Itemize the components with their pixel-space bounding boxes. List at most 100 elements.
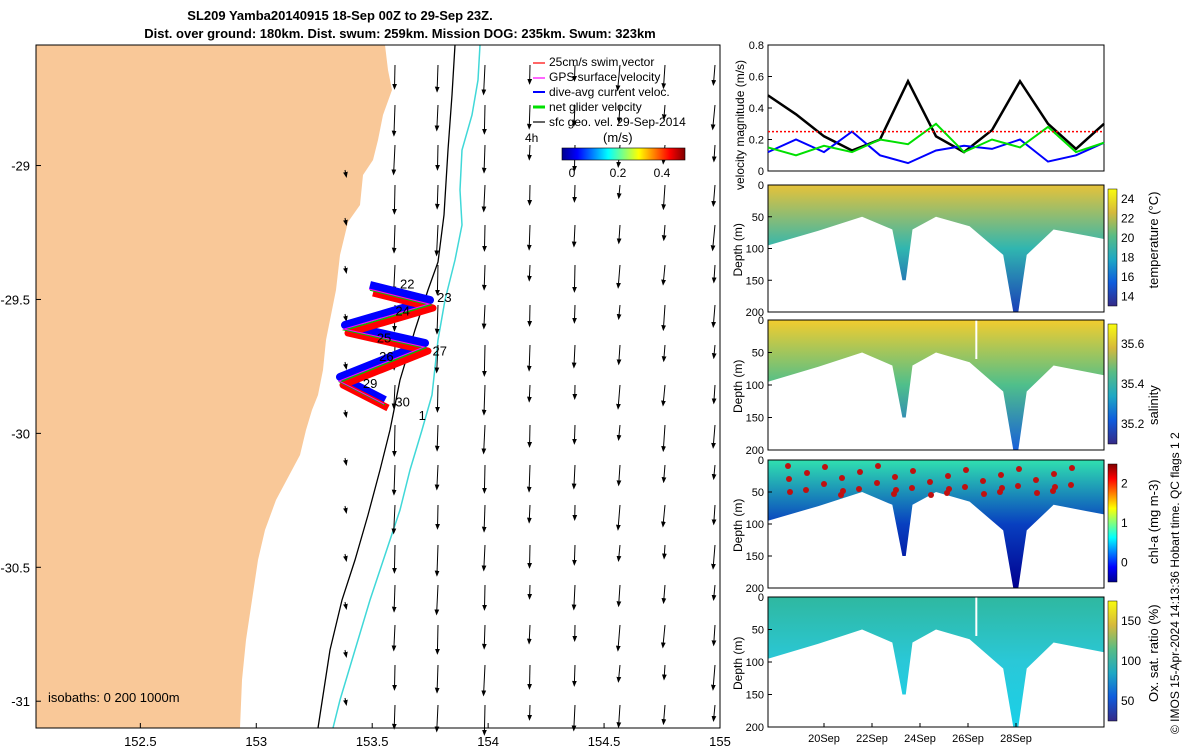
geo-velocity-vector xyxy=(616,104,622,124)
geo-velocity-vector xyxy=(616,664,622,683)
day-label: 30 xyxy=(395,395,409,410)
section-ytick-label: 200 xyxy=(746,583,764,595)
geo-velocity-vector xyxy=(434,304,440,335)
geo-velocity-vector xyxy=(435,264,440,296)
chl-hotspot xyxy=(927,479,933,485)
geo-velocity-vector xyxy=(711,184,717,208)
chl-hotspot xyxy=(963,467,969,473)
section-xtick-label: 28Sep xyxy=(1000,733,1032,745)
section-xtick-label: 22Sep xyxy=(856,733,888,745)
geo-velocity-vector xyxy=(711,464,717,481)
chl-hotspot xyxy=(857,469,863,475)
geo-velocity-vector xyxy=(661,224,667,242)
chl-hotspot xyxy=(909,485,915,491)
geo-velocity-vector xyxy=(435,384,440,413)
geo-velocity-vector xyxy=(661,664,667,681)
chl-hotspot xyxy=(893,487,899,493)
colorbar-tick-label: 14 xyxy=(1121,289,1135,303)
geo-velocity-vector xyxy=(661,464,667,484)
chl-hotspot xyxy=(999,485,1005,491)
geo-velocity-vector xyxy=(481,424,487,455)
sfc-geo-velocity-vectors xyxy=(343,64,717,736)
geo-velocity-vector xyxy=(710,664,716,691)
section-ylabel: Depth (m) xyxy=(731,499,745,552)
geo-velocity-vector xyxy=(710,224,716,252)
geo-velocity-vector xyxy=(481,304,487,330)
chl-hotspot xyxy=(786,476,792,482)
day-label: 26 xyxy=(379,349,393,364)
geo-velocity-vector xyxy=(572,184,577,203)
map-axis-ticks: 152.5 153 153.5 154 154.5 155 -29 -29.5 -30 -30.5… xyxy=(0,159,730,749)
day-label: 29 xyxy=(363,376,377,391)
geo-velocity-vector xyxy=(661,704,667,726)
geo-velocity-vector xyxy=(391,464,397,496)
chl-hotspot xyxy=(1052,484,1058,490)
section-xticks: 20Sep 22Sep 24Sep 26Sep 28Sep xyxy=(808,723,1032,745)
geo-velocity-vector xyxy=(481,544,487,572)
geo-velocity-vector xyxy=(434,184,440,210)
geo-velocity-vector xyxy=(343,361,348,370)
map-xtick-label: 155 xyxy=(709,734,731,749)
geo-velocity-vector xyxy=(526,464,532,493)
map-legend: 25cm/s swim vector GPS surface velocity … xyxy=(525,55,686,180)
geo-velocity-vector xyxy=(434,704,440,733)
section-field xyxy=(768,320,1104,450)
section-ytick-label: 50 xyxy=(752,348,764,360)
geo-velocity-vector xyxy=(392,184,397,215)
geo-velocity-vector xyxy=(481,144,487,174)
geo-velocity-vector xyxy=(481,264,487,291)
day-label: 1 xyxy=(419,408,426,423)
geo-velocity-vector xyxy=(711,544,716,570)
chl-hotspot xyxy=(856,486,862,492)
geo-velocity-vector xyxy=(661,304,667,332)
geo-velocity-vector xyxy=(526,344,532,372)
geo-velocity-vector xyxy=(527,144,532,161)
legend-entry-net-glider-velocity: net glider velocity xyxy=(549,100,642,114)
colorbar-tick-label: 0 xyxy=(1121,555,1128,569)
velocity-ytick-label: 0.6 xyxy=(749,72,764,84)
geo-velocity-vector xyxy=(482,224,487,252)
geo-velocity-vector xyxy=(572,424,577,445)
velocity-ylabel: velocity magnitude (m/s) xyxy=(733,60,747,190)
chl-hotspot xyxy=(787,489,793,495)
geo-velocity-vector xyxy=(482,344,487,377)
geo-velocity-vector xyxy=(616,464,622,487)
geo-velocity-vector xyxy=(660,624,666,649)
colorbar-tick-label: 2 xyxy=(1121,477,1128,491)
geo-velocity-vector xyxy=(391,264,397,293)
geo-velocity-vector xyxy=(572,544,577,566)
section-ytick-label: 100 xyxy=(746,244,764,256)
geo-velocity-vector xyxy=(616,424,622,442)
chl-hotspot xyxy=(874,480,880,486)
geo-velocity-vector xyxy=(527,264,532,282)
geo-velocity-vector xyxy=(616,184,622,200)
colorbar-tick-label: 18 xyxy=(1121,250,1135,264)
isobaths-label: isobaths: 0 200 1000m xyxy=(48,690,180,705)
section-ytick-label: 50 xyxy=(752,625,764,637)
colorbar-tick-label: 35.6 xyxy=(1121,337,1145,351)
geo-velocity-vector xyxy=(435,144,440,171)
geo-velocity-vector xyxy=(343,553,348,562)
chl-hotspot xyxy=(1034,490,1040,496)
geo-velocity-vector xyxy=(526,624,532,645)
colorbar-tick-label: 16 xyxy=(1121,270,1135,284)
section-ytick-label: 200 xyxy=(746,307,764,319)
section-ytick-label: 200 xyxy=(746,445,764,457)
geo-velocity-vector xyxy=(343,409,348,418)
geo-velocity-vector xyxy=(711,144,717,163)
chl-hotspot xyxy=(910,468,916,474)
velocity-series xyxy=(767,78,1105,165)
colorbar-unit-label: (m/s) xyxy=(603,130,633,145)
colorbar-tick-label: 50 xyxy=(1121,694,1135,708)
section-field xyxy=(768,597,1104,727)
chl-hotspot xyxy=(928,492,934,498)
geo-velocity-vector xyxy=(434,64,440,93)
chl-hotspot xyxy=(839,475,845,481)
geo-velocity-vector xyxy=(711,704,717,722)
geo-velocity-vector xyxy=(661,584,667,605)
geo-velocity-vector xyxy=(391,704,397,730)
section-ytick-label: 100 xyxy=(746,380,764,392)
geo-velocity-vector xyxy=(661,64,667,90)
gps-velocity-track xyxy=(337,288,431,405)
geo-velocity-vector xyxy=(434,224,440,257)
